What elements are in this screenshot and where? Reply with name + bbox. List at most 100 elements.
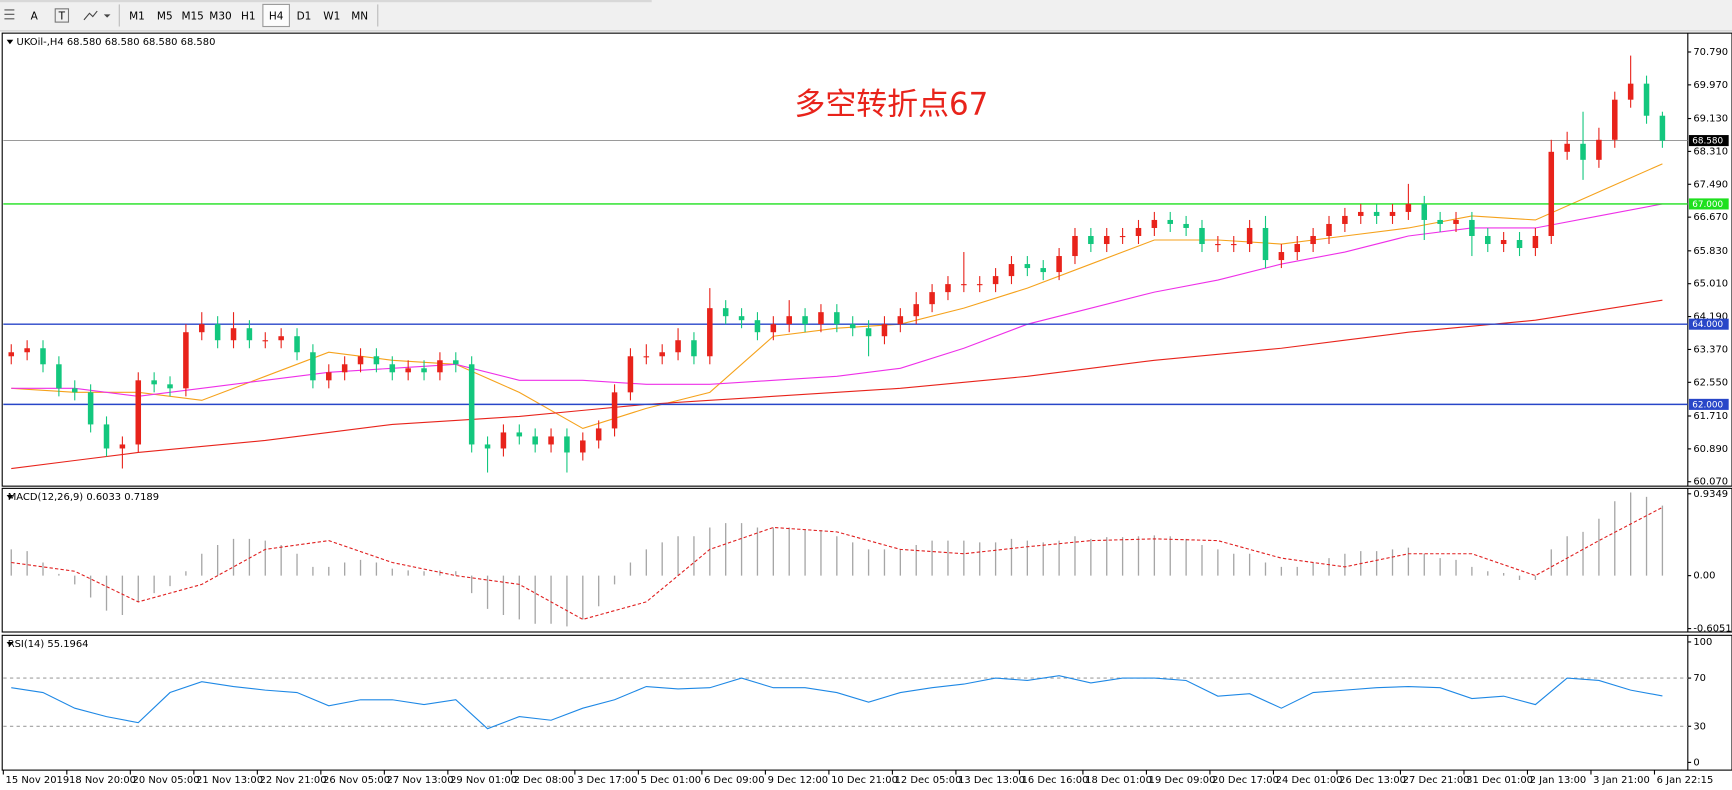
candle-body: [1342, 215, 1348, 224]
tool-icons[interactable]: A T: [4, 8, 111, 23]
candle-body: [659, 352, 665, 357]
tf-button[interactable]: H4: [269, 11, 284, 23]
label-tool-box[interactable]: [54, 8, 70, 23]
level-label-box: [1688, 318, 1729, 330]
moving-average: [11, 299, 1663, 470]
candle-body: [119, 444, 126, 449]
candle-body: [373, 356, 380, 365]
candle-body: [1151, 219, 1158, 228]
candle-body: [214, 324, 221, 341]
text-tool[interactable]: A: [31, 11, 39, 23]
x-tick-label: 18 Nov 20:00: [69, 775, 136, 786]
collapse-arrow[interactable]: [6, 641, 14, 647]
tf-button[interactable]: MN: [351, 11, 368, 23]
tf-button[interactable]: M1: [129, 11, 145, 23]
x-tick-label: 6 Dec 09:00: [704, 775, 765, 786]
y-tick-label: -0.6051: [1693, 624, 1731, 635]
candle-body: [1548, 151, 1555, 236]
candle-body: [310, 352, 316, 381]
x-tick-label: 20 Nov 05:00: [133, 775, 200, 786]
x-tick-label: 3 Dec 17:00: [577, 775, 638, 786]
x-tick-label: 10 Dec 21:00: [831, 775, 898, 786]
x-tick-label: 2 Jan 13:00: [1530, 775, 1587, 786]
candle-body: [484, 444, 491, 449]
macd-signal: [11, 506, 1663, 620]
tf-button[interactable]: W1: [323, 11, 340, 23]
x-tick-label: 19 Dec 09:00: [1149, 775, 1216, 786]
candle-body: [24, 348, 30, 353]
x-tick-label: 3 Jan 21:00: [1593, 775, 1650, 786]
candle-body: [1262, 227, 1269, 261]
dropdown[interactable]: [103, 14, 111, 18]
candle-body: [151, 380, 157, 385]
candle-body: [532, 436, 538, 445]
candle-body: [1103, 235, 1110, 245]
candle-body: [1389, 211, 1396, 216]
level-label-box: [1688, 398, 1729, 410]
candle-body: [167, 384, 173, 389]
panel-frame: [1, 634, 1732, 771]
candle-body: [1485, 235, 1491, 245]
candle-body: [87, 392, 94, 425]
shapes-icon[interactable]: [83, 10, 98, 21]
toolbar: [0, 0, 1732, 31]
candle-body: [881, 324, 888, 337]
tf-button[interactable]: D1: [297, 11, 312, 23]
candle-body: [389, 364, 396, 373]
level-label: 67.000: [1692, 200, 1723, 210]
candle-body: [1072, 235, 1078, 257]
candle-body: [738, 316, 745, 321]
candle-body: [40, 348, 46, 365]
candle-body: [1008, 264, 1015, 277]
indicator-title: RSI(14) 55.1964: [8, 639, 89, 650]
annotation: 多空转折点67: [794, 87, 988, 123]
moving-average: [11, 203, 1663, 397]
tf-button[interactable]: M5: [157, 11, 173, 23]
tf-button[interactable]: H1: [241, 11, 256, 23]
candle-body: [1183, 223, 1189, 228]
candle-body: [56, 364, 62, 389]
x-tick-label: 21 Nov 13:00: [196, 775, 263, 786]
candle-body: [516, 432, 523, 437]
candle-body: [754, 320, 761, 333]
candle-body: [1246, 227, 1253, 245]
lines-icon[interactable]: [4, 9, 15, 20]
candle-body: [1532, 235, 1539, 249]
candle-body: [548, 436, 554, 445]
y-tick-label: 65.010: [1693, 279, 1728, 290]
candle-body: [818, 312, 824, 325]
y-tick-label: 69.130: [1693, 114, 1728, 125]
candle-body: [246, 328, 253, 341]
tf-button[interactable]: M15: [181, 11, 203, 23]
level-label-box: [1688, 135, 1729, 147]
candle-body: [1294, 244, 1301, 253]
x-tick-label: 22 Nov 21:00: [260, 775, 327, 786]
candle-body: [103, 424, 110, 449]
candle-body: [1040, 268, 1046, 273]
panel-frame: [1, 32, 1732, 487]
collapse-arrow[interactable]: [6, 39, 14, 45]
collapse-arrow[interactable]: [6, 494, 14, 500]
tf-button-active[interactable]: [262, 3, 290, 28]
candle-body: [1596, 139, 1602, 160]
candle-body: [1469, 219, 1475, 236]
chart-area: 70.790 69.970 69.130 68.310 67.490 66.670 65.8…: [1, 32, 1732, 786]
candle-body: [1437, 219, 1443, 224]
candle-body: [722, 308, 729, 317]
label-tool[interactable]: T: [58, 11, 66, 23]
y-tick-label: 0.00: [1693, 571, 1715, 582]
candle-body: [1643, 83, 1650, 116]
candle-body: [1024, 264, 1031, 269]
indicator-title: UKOil-,H4 68.580 68.580 68.580 68.580: [17, 37, 216, 48]
candle-body: [595, 428, 602, 441]
timeframes: M1 M5 M15 M30 H1 H4 D1 W1 MN: [118, 3, 379, 28]
candle-body: [770, 324, 777, 333]
toolbar-top: [0, 0, 652, 3]
tf-button[interactable]: M30: [209, 11, 231, 23]
candle-body: [992, 276, 999, 285]
candle-body: [913, 304, 919, 317]
candle-body: [262, 340, 269, 342]
candle-body: [8, 352, 15, 357]
level-label-box: [1688, 198, 1729, 210]
